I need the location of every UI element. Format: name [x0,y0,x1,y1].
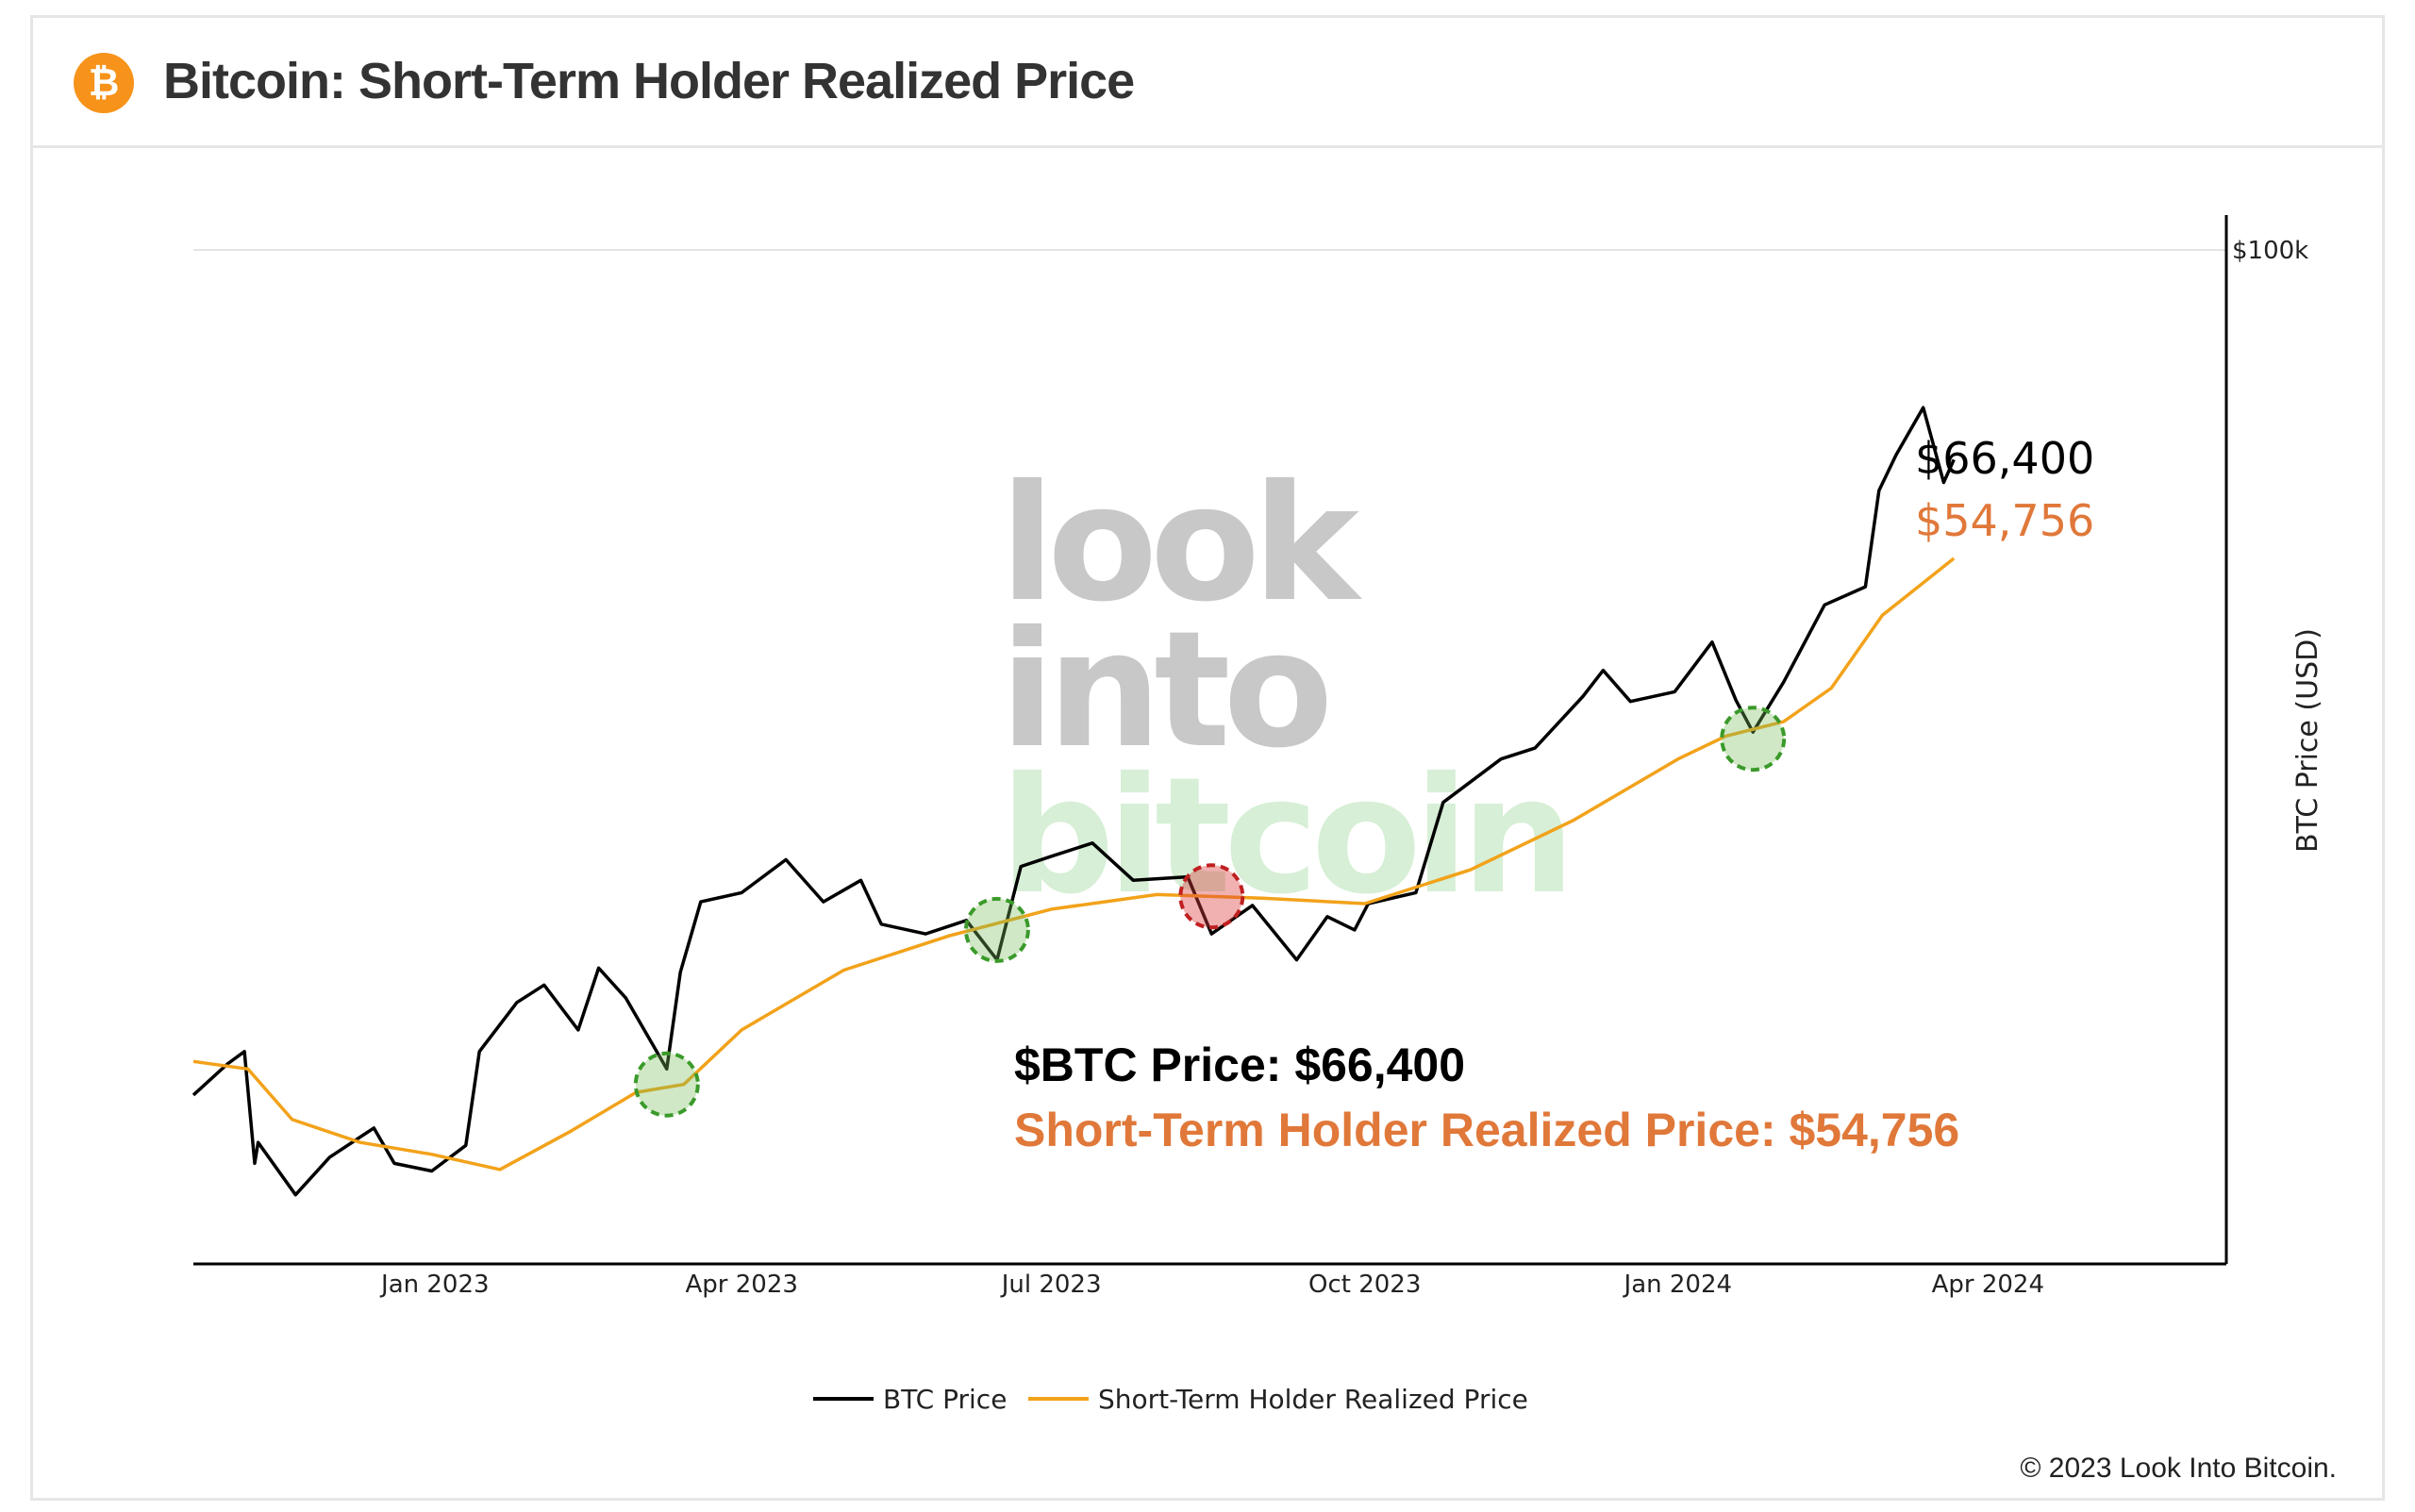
x-tick-label: Oct 2023 [1308,1271,1421,1299]
y-tick-label: $100k [2232,237,2308,265]
x-tick-label: Jan 2023 [379,1271,490,1299]
watermark-look: look [1000,451,1363,638]
watermark: look into bitcoin [1000,451,1575,930]
legend-sth-label: Short-Term Holder Realized Price [1098,1384,1528,1415]
sth-realized-price-line [192,557,1956,1171]
green-highlight-marker [963,896,1030,963]
x-tick-label: Apr 2023 [685,1271,797,1299]
green-highlight-marker [1720,706,1787,773]
legend-btc-label: BTC Price [883,1384,1007,1415]
bitcoin-logo-icon: ₿ [74,53,134,113]
chart-header: ₿ Bitcoin: Short-Term Holder Realized Pr… [33,18,2382,148]
legend: BTC Price Short-Term Holder Realized Pri… [813,1384,1528,1415]
x-tick-label: Apr 2024 [1932,1271,2044,1299]
chart-title: Bitcoin: Short-Term Holder Realized Pric… [163,53,1135,109]
x-tick-label: Jan 2024 [1623,1271,1733,1299]
watermark-into: into [1000,597,1327,784]
green-highlight-marker [633,1051,700,1118]
red-highlight-marker [1178,863,1245,930]
x-ticks: Jan 2023 Apr 2023 Jul 2023 Oct 2023 Jan 2024… [379,1271,2044,1299]
sth-price-annotation: Short-Term Holder Realized Price: $54,75… [1014,1104,1959,1156]
highlight-markers [633,706,1787,1118]
sth-end-label: $54,756 [1915,495,2094,546]
series-layer [192,406,1956,1197]
y-axis-label: BTC Price (USD) [2291,628,2324,853]
x-tick-label: Jul 2023 [1000,1271,1102,1299]
chart-card: ₿ Bitcoin: Short-Term Holder Realized Pr… [30,15,2385,1501]
copyright-notice: © 2023 Look Into Bitcoin. [2020,1453,2337,1484]
btc-price-annotation: $BTC Price: $66,400 [1014,1038,1465,1091]
btc-end-label: $66,400 [1915,433,2094,484]
